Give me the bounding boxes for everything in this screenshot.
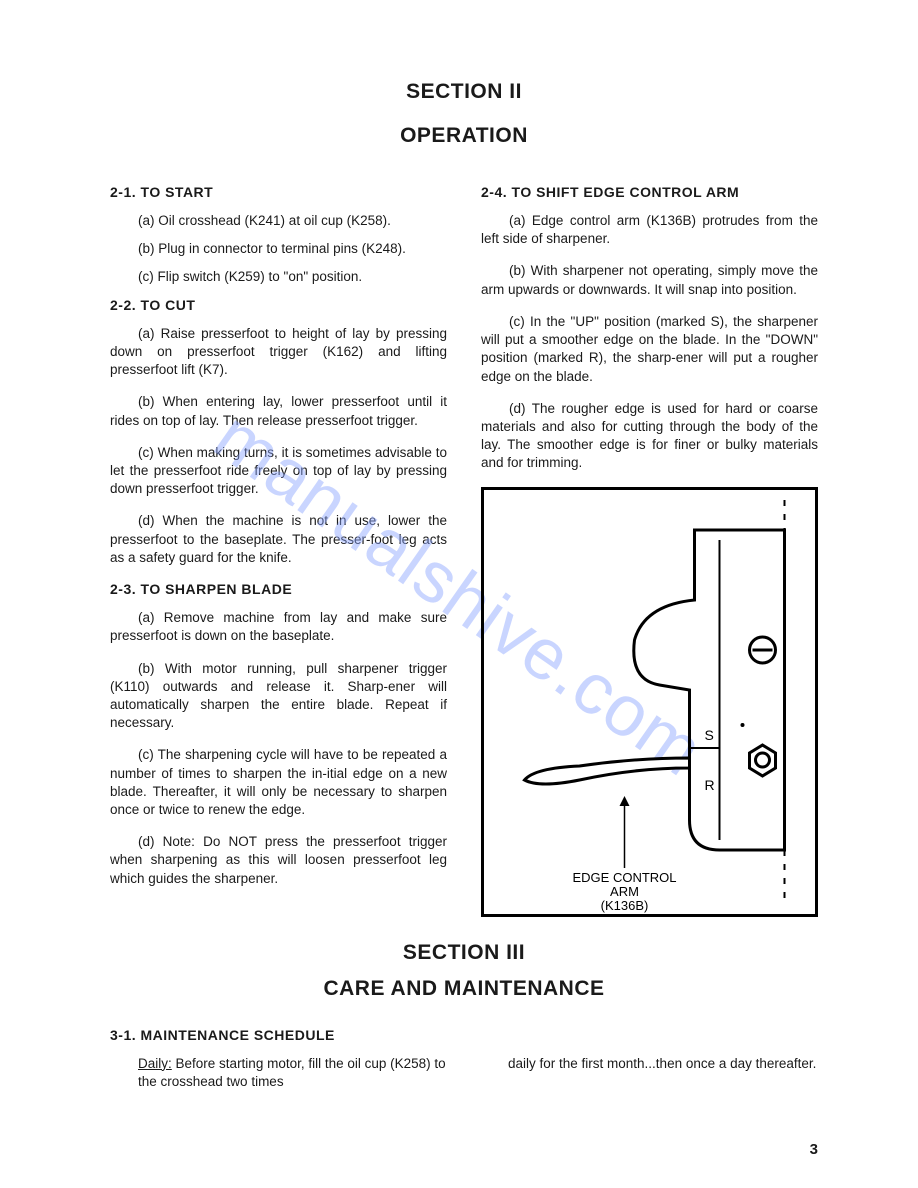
edge-control-diagram: S R EDGE CONTROL ARM (K136B) bbox=[481, 487, 818, 917]
para-2-2-a: (a) Raise presserfoot to height of lay b… bbox=[110, 325, 447, 380]
daily-left-text: Before starting motor, fill the oil cup … bbox=[138, 1056, 446, 1089]
diagram-label-2: ARM bbox=[610, 884, 639, 899]
diagram-mark-s: S bbox=[705, 727, 714, 743]
para-2-1-c: (c) Flip switch (K259) to "on" position. bbox=[138, 268, 447, 286]
para-2-2-d: (d) When the machine is not in use, lowe… bbox=[110, 512, 447, 567]
para-2-4-d: (d) The rougher edge is used for hard or… bbox=[481, 400, 818, 473]
section2-subtitle: OPERATION bbox=[110, 124, 818, 148]
maintenance-right: daily for the first month...then once a … bbox=[508, 1055, 818, 1091]
diagram-label-1: EDGE CONTROL bbox=[572, 870, 676, 885]
left-column: 2-1. TO START (a) Oil crosshead (K241) a… bbox=[110, 178, 447, 917]
para-2-2-b: (b) When entering lay, lower presserfoot… bbox=[110, 393, 447, 429]
para-2-4-c: (c) In the "UP" position (marked S), the… bbox=[481, 313, 818, 386]
heading-2-2: 2-2. TO CUT bbox=[110, 297, 447, 313]
para-2-3-d: (d) Note: Do NOT press the presserfoot t… bbox=[110, 833, 447, 888]
para-2-1-a: (a) Oil crosshead (K241) at oil cup (K25… bbox=[138, 212, 447, 230]
para-2-1-b: (b) Plug in connector to terminal pins (… bbox=[138, 240, 447, 258]
daily-label: Daily: bbox=[138, 1056, 172, 1071]
daily-right-text: daily for the first month...then once a … bbox=[508, 1056, 816, 1071]
para-2-2-c: (c) When making turns, it is sometimes a… bbox=[110, 444, 447, 499]
para-2-3-b: (b) With motor running, pull sharpener t… bbox=[110, 660, 447, 733]
maintenance-left: Daily: Before starting motor, fill the o… bbox=[110, 1055, 448, 1091]
para-2-3-c: (c) The sharpening cycle will have to be… bbox=[110, 746, 447, 819]
para-2-4-a: (a) Edge control arm (K136B) protrudes f… bbox=[481, 212, 818, 248]
diagram-mark-r: R bbox=[705, 777, 715, 793]
section3-subtitle: CARE AND MAINTENANCE bbox=[110, 977, 818, 1001]
para-2-3-a: (a) Remove machine from lay and make sur… bbox=[110, 609, 447, 645]
diagram-label-3: (K136B) bbox=[601, 898, 649, 913]
right-column: 2-4. TO SHIFT EDGE CONTROL ARM (a) Edge … bbox=[481, 178, 818, 917]
maintenance-row: Daily: Before starting motor, fill the o… bbox=[110, 1055, 818, 1091]
page-number: 3 bbox=[810, 1141, 818, 1158]
heading-2-4: 2-4. TO SHIFT EDGE CONTROL ARM bbox=[481, 184, 818, 200]
diagram-svg: S R EDGE CONTROL ARM (K136B) bbox=[484, 490, 815, 914]
section3-block: SECTION III CARE AND MAINTENANCE 3-1. MA… bbox=[110, 941, 818, 1091]
manual-page: manualshive.com SECTION II OPERATION 2-1… bbox=[0, 0, 918, 1188]
two-column-layout: 2-1. TO START (a) Oil crosshead (K241) a… bbox=[110, 178, 818, 917]
para-2-4-b: (b) With sharpener not operating, simply… bbox=[481, 262, 818, 298]
section2-title: SECTION II bbox=[110, 80, 818, 104]
section3-title: SECTION III bbox=[110, 941, 818, 965]
heading-3-1: 3-1. MAINTENANCE SCHEDULE bbox=[110, 1027, 818, 1043]
heading-2-3: 2-3. TO SHARPEN BLADE bbox=[110, 581, 447, 597]
heading-2-1: 2-1. TO START bbox=[110, 184, 447, 200]
